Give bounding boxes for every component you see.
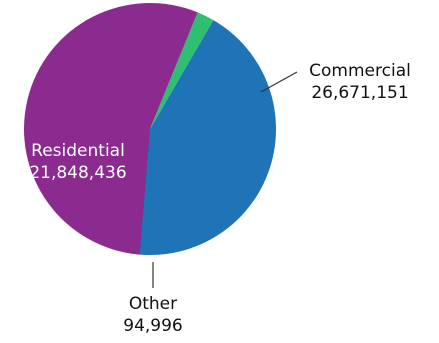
other-label: Other	[129, 294, 177, 314]
commercial-leader-line	[260, 71, 298, 93]
commercial-label: Commercial	[309, 61, 411, 81]
leader-lines	[152, 71, 298, 288]
pie-slice-commercial	[23, 3, 198, 255]
commercial-value-label: 26,671,151	[311, 83, 408, 103]
other-value-label: 94,996	[123, 316, 182, 336]
pie-slice-other	[150, 12, 214, 130]
pie-slices	[23, 3, 277, 256]
pie-slice-residential	[123, 20, 277, 256]
residential-value-label: 21,848,436	[29, 163, 126, 183]
residential-label: Residential	[31, 141, 125, 161]
